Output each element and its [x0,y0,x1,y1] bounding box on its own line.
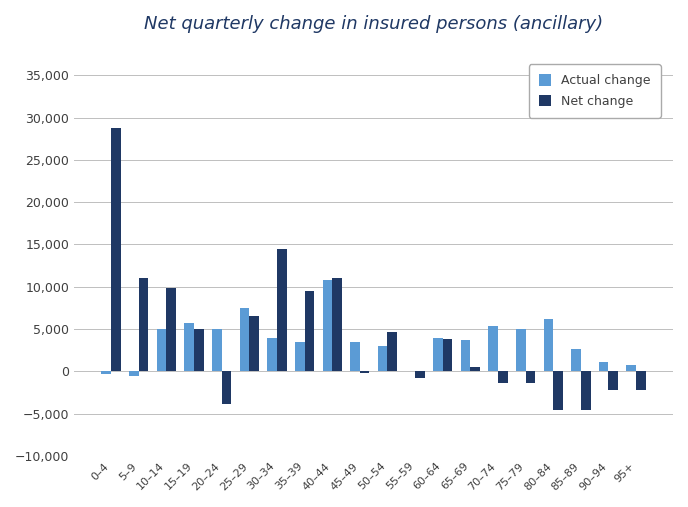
Bar [129,372,139,376]
Bar [608,372,618,390]
Bar [415,372,424,378]
Bar [627,366,636,372]
Legend: Actual change, Net change: Actual change, Net change [529,64,660,118]
Bar [249,316,259,372]
Bar [433,338,442,372]
Bar [239,308,249,372]
Bar [139,278,149,372]
Bar [332,278,342,372]
Bar [636,372,646,390]
Bar [111,128,121,372]
Bar [488,325,498,372]
Bar [323,280,332,372]
Bar [194,329,204,372]
Bar [442,339,453,372]
Bar [378,346,387,372]
Title: Net quarterly change in insured persons (ancillary): Net quarterly change in insured persons … [144,15,603,33]
Bar [166,288,176,372]
Bar [571,348,581,372]
Bar [526,372,535,383]
Bar [461,340,471,372]
Bar [212,329,222,372]
Bar [544,319,553,372]
Bar [360,372,369,373]
Bar [101,372,111,374]
Bar [498,372,508,383]
Bar [471,367,480,372]
Bar [222,372,231,404]
Bar [295,342,305,372]
Bar [184,323,194,372]
Bar [599,362,608,372]
Bar [516,329,526,372]
Bar [387,332,397,372]
Bar [305,291,314,372]
Bar [553,372,563,410]
Bar [350,342,360,372]
Bar [267,338,277,372]
Bar [157,329,166,372]
Bar [581,372,590,410]
Bar [277,249,287,372]
